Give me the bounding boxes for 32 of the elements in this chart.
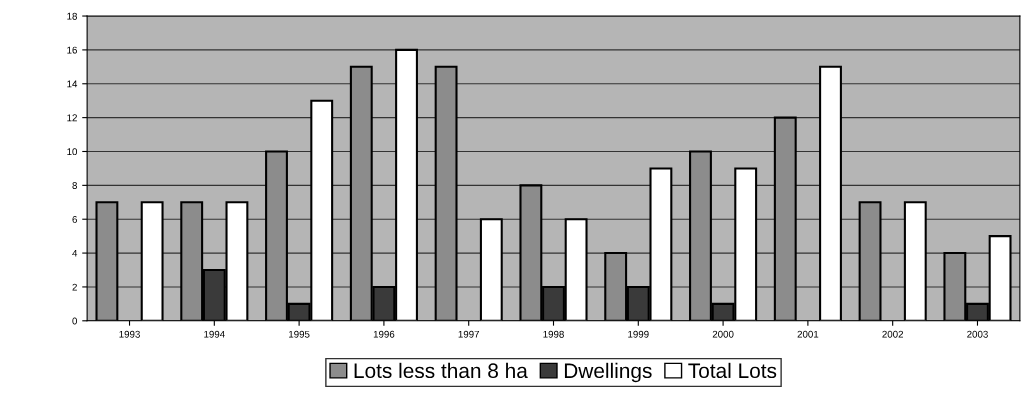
x-tick-label: 2003 <box>967 330 988 338</box>
bar <box>95 201 119 321</box>
y-tick-label: 0 <box>72 317 78 325</box>
bar <box>140 201 164 321</box>
y-tick-label: 6 <box>72 215 77 223</box>
y-tick-label: 10 <box>67 148 78 156</box>
bar <box>903 201 927 321</box>
x-tick-label: 2000 <box>712 330 734 338</box>
x-tick-label: 1996 <box>373 330 395 338</box>
legend-label: Dwellings <box>564 362 652 383</box>
bar <box>819 65 842 321</box>
x-tick-label: 1999 <box>628 330 649 338</box>
x-tick-label: 1993 <box>119 330 140 338</box>
x-tick-label: 1994 <box>204 330 225 338</box>
x-tick-label: 2002 <box>882 330 904 338</box>
x-tick-label: 1997 <box>458 330 480 338</box>
y-tick-label: 8 <box>72 182 77 189</box>
x-tick-label: 1995 <box>289 330 310 338</box>
y-tick-label: 16 <box>67 46 77 54</box>
y-tick-label: 4 <box>72 249 78 257</box>
bar <box>858 201 882 321</box>
bar <box>434 65 458 321</box>
y-tick-label: 12 <box>67 114 77 122</box>
y-tick-label: 2 <box>72 283 77 291</box>
x-tick-label: 1998 <box>543 330 564 338</box>
legend-label: Total Lots <box>688 362 777 379</box>
x-tick-label: 2001 <box>797 330 819 338</box>
bar <box>773 116 797 321</box>
bar <box>479 218 503 321</box>
y-tick-label: 18 <box>67 12 77 20</box>
y-tick-label: 14 <box>67 80 78 88</box>
legend-label: Lots less than 8 ha <box>354 362 528 379</box>
